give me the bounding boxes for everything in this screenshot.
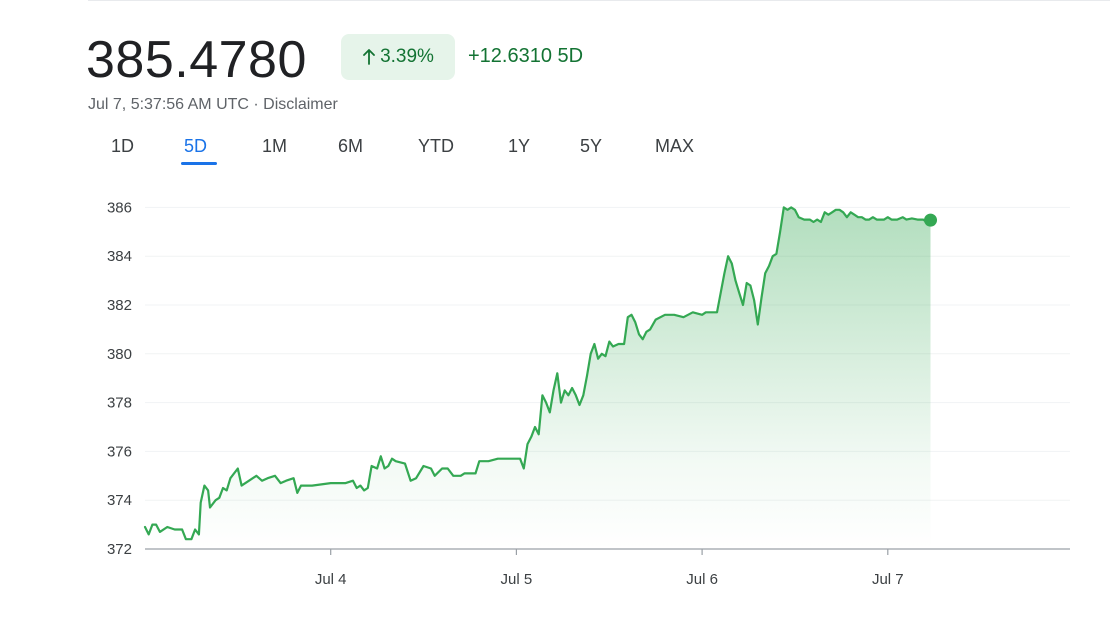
x-tick-label: Jul 5	[501, 571, 533, 588]
change-period: 5D	[557, 45, 584, 67]
absolute-change: +12.6310 5D	[468, 44, 583, 68]
y-tick-label: 378	[107, 395, 132, 412]
percent-change-badge: 3.39%	[341, 34, 455, 80]
top-divider	[88, 0, 1110, 1]
last-price-marker	[924, 213, 938, 227]
y-tick-label: 384	[107, 248, 132, 265]
tab-max[interactable]: MAX	[655, 136, 695, 156]
y-tick-label: 374	[107, 492, 132, 509]
y-tick-label: 386	[107, 199, 132, 216]
x-tick-label: Jul 7	[872, 571, 904, 588]
y-tick-label: 382	[107, 297, 132, 314]
tab-5y[interactable]: 5Y	[580, 136, 603, 156]
tab-1d[interactable]: 1D	[111, 136, 135, 156]
area-fill	[145, 207, 931, 549]
x-tick-label: Jul 6	[686, 571, 718, 588]
tab-1y[interactable]: 1Y	[508, 136, 531, 156]
percent-change-value: 3.39%	[380, 46, 434, 67]
y-tick-label: 380	[107, 346, 132, 363]
absolute-change-value: +12.6310	[468, 45, 552, 67]
tab-1m[interactable]: 1M	[262, 136, 288, 156]
arrow-up-icon	[363, 49, 375, 65]
price-line	[143, 206, 932, 541]
active-tab-indicator	[181, 162, 217, 165]
y-tick-label: 372	[107, 541, 132, 558]
current-price: 385.4780	[86, 31, 307, 89]
quote-timestamp: Jul 7, 5:37:56 AM UTC · Disclaimer	[88, 96, 338, 113]
y-tick-label: 376	[107, 443, 132, 460]
tab-ytd[interactable]: YTD	[418, 136, 454, 156]
x-tick-label: Jul 4	[315, 571, 347, 588]
tab-6m[interactable]: 6M	[338, 136, 364, 156]
tab-5d[interactable]: 5D	[184, 136, 208, 156]
